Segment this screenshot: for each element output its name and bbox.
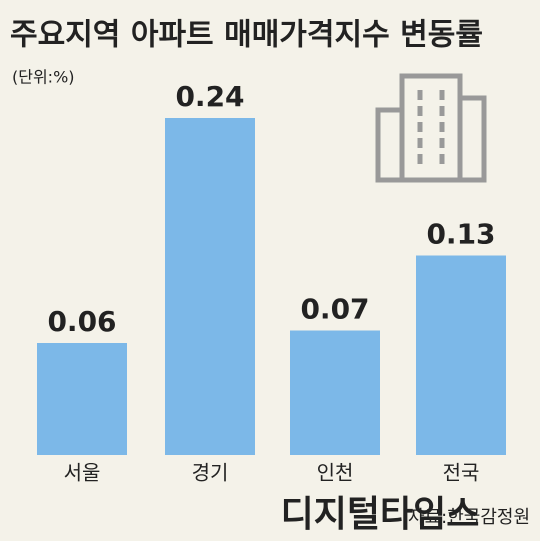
watermark: 디지털타임스 <box>281 494 480 535</box>
value-label: 0.06 <box>47 305 116 338</box>
x-tick-label: 인천 <box>317 461 354 485</box>
value-label: 0.13 <box>426 218 495 251</box>
value-label: 0.24 <box>175 80 244 113</box>
bar <box>290 330 380 455</box>
x-tick-label: 경기 <box>192 461 229 485</box>
bar <box>165 118 255 455</box>
source: 자료:한국감정원 <box>408 507 530 528</box>
chart-subtitle: (단위:%) <box>12 68 75 87</box>
bar <box>37 343 127 455</box>
value-label: 0.07 <box>300 293 369 326</box>
building-icon <box>375 73 487 183</box>
x-tick-label: 서울 <box>64 461 101 485</box>
chart-title: 주요지역 아파트 매매가격지수 변동률 <box>10 18 483 53</box>
x-tick-label: 전국 <box>443 461 480 485</box>
bar <box>416 255 506 455</box>
